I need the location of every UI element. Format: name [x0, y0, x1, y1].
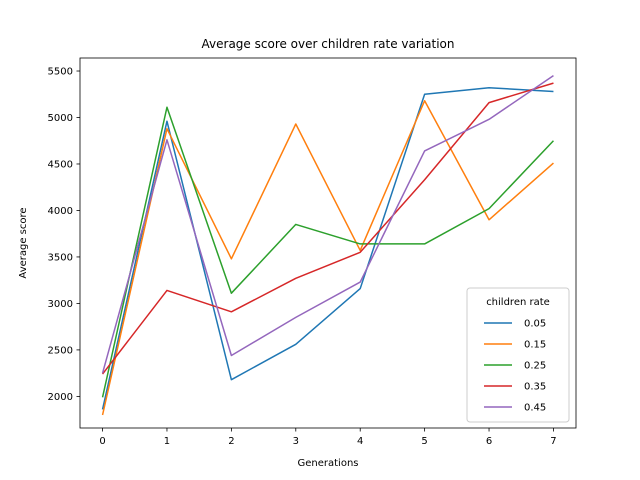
legend-title: children rate: [486, 297, 550, 308]
y-tick-label: 4500: [48, 159, 73, 170]
legend-entry-label: 0.25: [524, 361, 546, 372]
x-axis: 0 1 2 3 4 5 6 7: [99, 428, 557, 447]
legend-entry-label: 0.45: [524, 403, 546, 414]
chart-title: Average score over children rate variati…: [202, 37, 455, 51]
series-line-0-15: [101, 100, 554, 416]
y-tick-label: 5500: [48, 67, 73, 78]
y-tick-label: 2500: [48, 345, 73, 356]
x-tick-label: 6: [486, 436, 492, 447]
x-tick-label: 7: [550, 436, 556, 447]
y-tick-label: 4000: [48, 206, 73, 217]
series-line-0-45: [101, 75, 554, 374]
x-tick-label: 5: [421, 436, 427, 447]
y-tick-label: 5000: [48, 113, 73, 124]
legend: children rate 0.05 0.15 0.25 0.35 0.45: [466, 287, 570, 423]
x-axis-label: Generations: [298, 458, 359, 469]
x-tick-label: 3: [293, 436, 299, 447]
series-line-0-05: [101, 87, 554, 410]
y-axis: 2000 2500 3000 3500 4000 4500 5000 5500: [48, 67, 80, 403]
y-tick-label: 2000: [48, 392, 73, 403]
legend-entry-label: 0.35: [524, 382, 546, 393]
plot-area: [79, 57, 577, 429]
legend-entry-label: 0.15: [524, 340, 546, 351]
y-axis-label: Average score: [18, 207, 29, 278]
x-tick-label: 1: [164, 436, 170, 447]
legend-box: [466, 287, 570, 423]
x-tick-label: 4: [357, 436, 363, 447]
y-tick-label: 3000: [48, 299, 73, 310]
series-line-0-25: [101, 106, 554, 398]
series-lines: [101, 75, 554, 416]
x-tick-label: 2: [228, 436, 234, 447]
plot-frame: [79, 57, 577, 429]
y-tick-label: 3500: [48, 252, 73, 263]
x-tick-label: 0: [99, 436, 105, 447]
series-line-0-35: [101, 82, 554, 375]
legend-entry-label: 0.05: [524, 319, 546, 330]
